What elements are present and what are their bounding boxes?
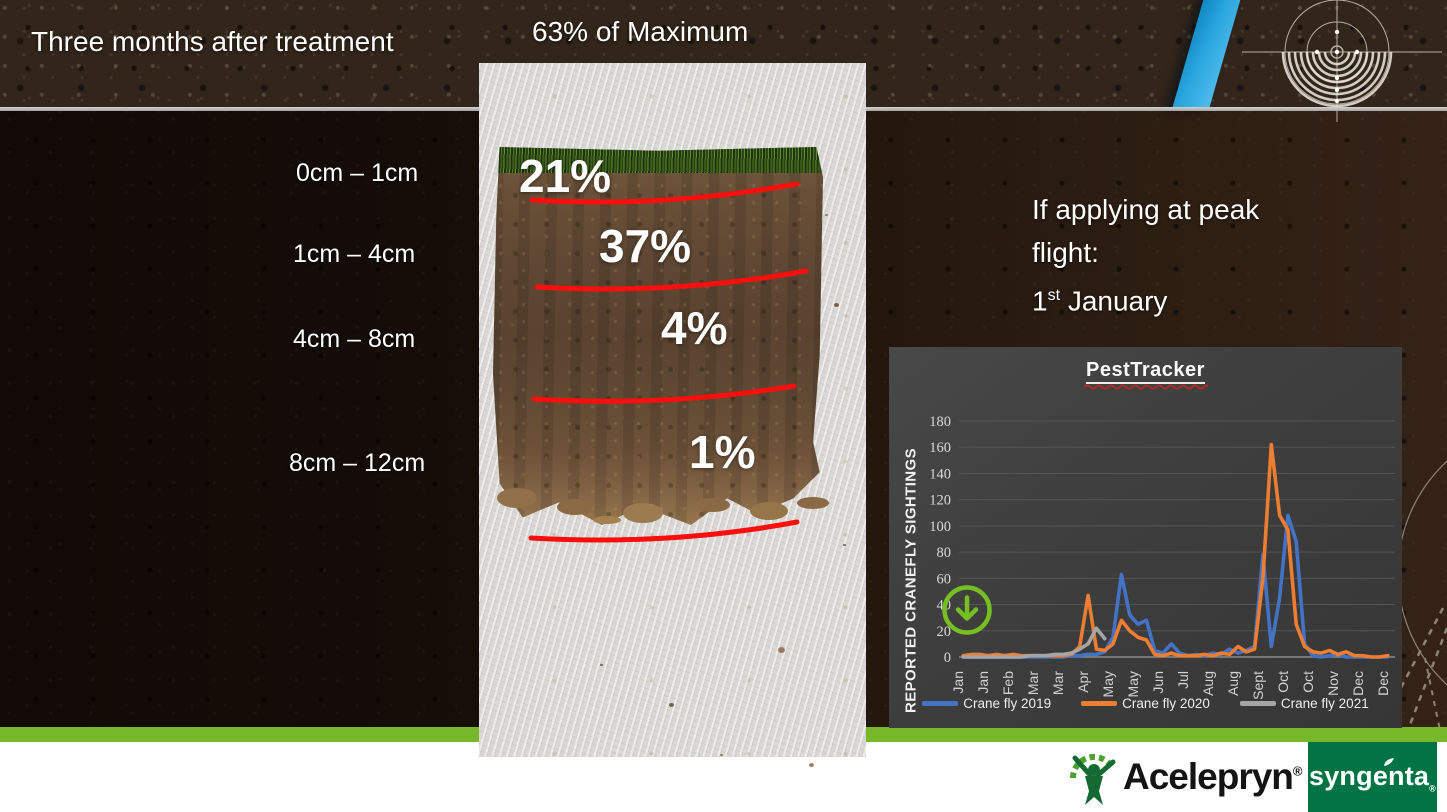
legend-swatch bbox=[922, 701, 959, 706]
core-percent-0: 21% bbox=[519, 150, 612, 202]
y-tick-160: 160 bbox=[929, 440, 951, 456]
x-tick-12: Sept bbox=[1250, 671, 1266, 700]
core-percent-3: 1% bbox=[689, 426, 756, 478]
acelepryn-figure-icon bbox=[1069, 753, 1116, 805]
x-tick-15: Nov bbox=[1325, 671, 1341, 696]
legend-label: Crane fly 2021 bbox=[1280, 696, 1369, 711]
syngenta-wordmark: syngenta® bbox=[1309, 757, 1436, 793]
note-date-month: January bbox=[1067, 285, 1168, 317]
core-percent-2: 4% bbox=[661, 302, 728, 354]
x-tick-14: Oct bbox=[1300, 671, 1316, 693]
chart-title: PestTracker bbox=[1086, 359, 1205, 384]
leaf-icon bbox=[1383, 757, 1394, 766]
acelepryn-wordmark: Acelepryn® bbox=[1123, 756, 1302, 797]
legend-item-crane-fly-2019: Crane fly 2019 bbox=[922, 696, 1051, 711]
x-tick-7: May bbox=[1125, 671, 1141, 697]
x-tick-9: Jul bbox=[1175, 671, 1191, 689]
legend-label: Crane fly 2020 bbox=[1122, 696, 1210, 711]
chart-legend: Crane fly 2019 Crane fly 2020 Crane fly 20… bbox=[889, 696, 1402, 711]
peak-flight-note: If applying at peak flight: 1st January bbox=[1032, 188, 1259, 322]
y-tick-60: 60 bbox=[937, 571, 952, 587]
core-percent-1: 37% bbox=[599, 220, 692, 272]
legend-swatch bbox=[1239, 701, 1276, 706]
target-crosshair-icon bbox=[1242, 0, 1442, 122]
red-line-2 bbox=[531, 383, 797, 404]
red-line-3 bbox=[528, 519, 800, 543]
note-date-suffix: st bbox=[1047, 287, 1061, 304]
syngenta-logo: syngenta® bbox=[1308, 742, 1437, 812]
x-tick-4: Mar bbox=[1050, 671, 1066, 695]
soil-core-photo: 21% 37% 4% 1% bbox=[479, 63, 866, 757]
grass-layer bbox=[493, 147, 823, 173]
note-date-day: 1 bbox=[1032, 285, 1048, 317]
x-tick-13: Oct bbox=[1275, 671, 1291, 693]
x-tick-1: Jan bbox=[975, 671, 991, 694]
note-line1: If applying at peak bbox=[1032, 194, 1260, 225]
y-tick-180: 180 bbox=[929, 414, 951, 430]
y-tick-100: 100 bbox=[929, 519, 951, 535]
x-tick-11: Aug bbox=[1225, 671, 1241, 696]
x-tick-16: Dec bbox=[1350, 671, 1366, 696]
depth-label-0: 0cm – 1cm bbox=[296, 159, 419, 187]
depth-label-3: 8cm – 12cm bbox=[289, 449, 426, 477]
series-crane-fly-2020 bbox=[961, 442, 1390, 659]
series-crane-fly-2021 bbox=[961, 626, 1107, 659]
legend-label: Crane fly 2019 bbox=[963, 696, 1052, 711]
y-tick-0: 0 bbox=[944, 650, 951, 666]
slide-title: Three months after treatment bbox=[31, 26, 394, 57]
y-tick-20: 20 bbox=[937, 624, 952, 640]
x-tick-17: Dec bbox=[1375, 671, 1391, 696]
x-tick-5: Apr bbox=[1075, 671, 1091, 693]
acelepryn-logo: Acelepryn® bbox=[1068, 746, 1302, 808]
y-tick-80: 80 bbox=[937, 545, 952, 561]
depth-label-2: 4cm – 8cm bbox=[293, 325, 416, 353]
legend-item-crane-fly-2021: Crane fly 2021 bbox=[1239, 696, 1369, 711]
red-divider-lines bbox=[528, 181, 809, 543]
max-percentage-label: 63% of Maximum bbox=[532, 16, 749, 47]
soil-crumbs bbox=[497, 488, 537, 508]
note-line2: flight: bbox=[1032, 237, 1099, 268]
legend-item-crane-fly-2020: Crane fly 2020 bbox=[1081, 696, 1210, 711]
red-line-0 bbox=[529, 181, 800, 205]
x-tick-3: Mar bbox=[1025, 671, 1041, 695]
x-tick-0: Jan bbox=[950, 671, 966, 694]
x-tick-2: Feb bbox=[1000, 671, 1016, 695]
soil-block bbox=[493, 147, 823, 525]
fleece-specks bbox=[534, 168, 539, 172]
depth-label-1: 1cm – 4cm bbox=[293, 240, 416, 268]
pesttracker-chart-panel: PestTracker REPORTED CRANEFLY SIGHTINGS … bbox=[889, 347, 1402, 728]
x-tick-6: May bbox=[1100, 671, 1116, 697]
y-tick-140: 140 bbox=[929, 466, 951, 482]
series-crane-fly-2019 bbox=[961, 513, 1390, 659]
down-arrow-circle-icon bbox=[942, 585, 992, 635]
legend-swatch bbox=[1081, 701, 1118, 706]
x-tick-8: Jun bbox=[1150, 671, 1166, 694]
x-tick-10: Aug bbox=[1200, 671, 1216, 696]
red-line-1 bbox=[534, 268, 809, 292]
spellcheck-squiggle bbox=[1083, 384, 1208, 390]
y-tick-120: 120 bbox=[929, 493, 951, 509]
